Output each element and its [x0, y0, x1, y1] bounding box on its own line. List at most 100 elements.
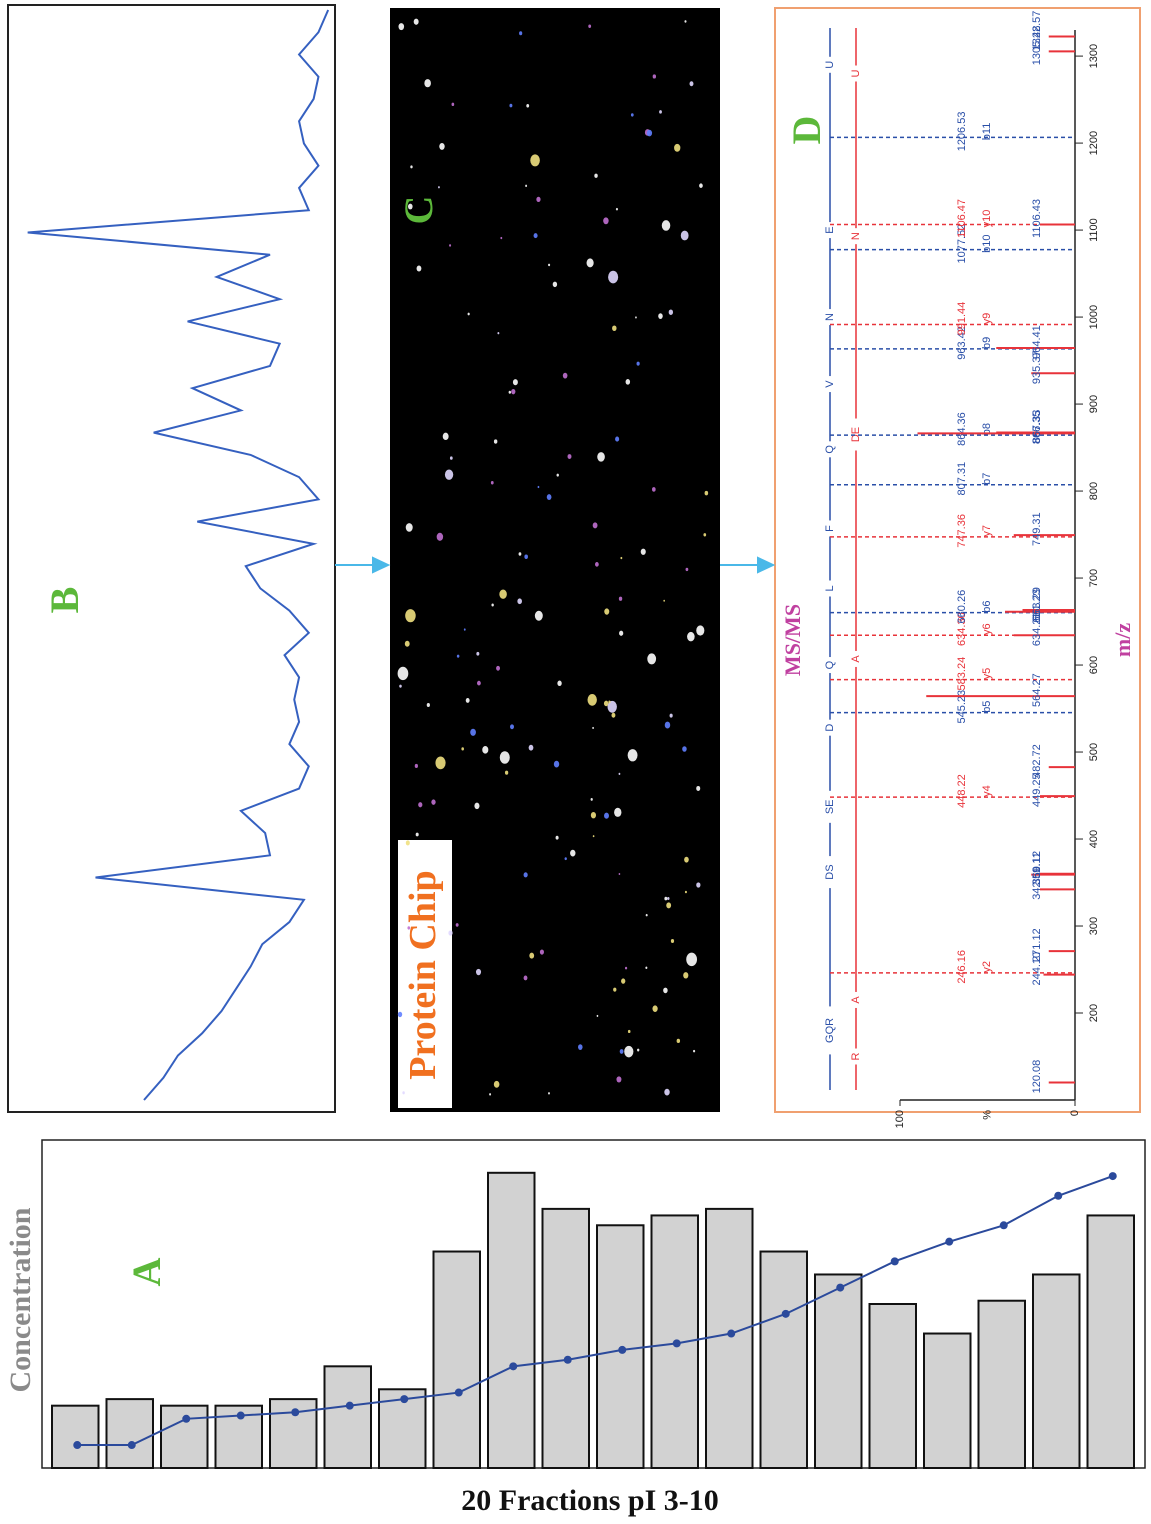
x-tick-label: 1100	[1088, 218, 1100, 242]
ladder-residue: Q	[824, 660, 836, 669]
ion-name: y2	[981, 961, 993, 973]
spot	[690, 81, 694, 86]
spot	[536, 197, 540, 202]
spot	[647, 653, 656, 664]
spot	[427, 703, 430, 707]
peak-label: 964.41	[1031, 325, 1043, 359]
peak-label: 1322.57	[1031, 11, 1043, 51]
x-tick-label: 800	[1088, 482, 1100, 500]
spot	[612, 325, 616, 331]
ladder-residue: F	[824, 525, 836, 532]
ladder-residue: DS	[824, 864, 836, 879]
spot	[653, 74, 656, 78]
spot	[637, 362, 640, 366]
ladder-residue: U	[850, 69, 862, 77]
ion-name: y10	[981, 210, 993, 228]
spot	[456, 923, 459, 927]
spot	[415, 764, 418, 768]
point	[455, 1389, 463, 1397]
spot	[631, 113, 634, 116]
spot	[652, 1005, 657, 1012]
x-tick-label: 600	[1088, 656, 1100, 674]
spot	[530, 154, 540, 166]
spot	[548, 1092, 550, 1094]
spot	[407, 926, 410, 929]
peak-label: 564.27	[1031, 673, 1043, 707]
ion-name: b9	[981, 337, 993, 349]
peak-label: 867.33	[1031, 410, 1043, 444]
spot	[476, 969, 481, 975]
spot	[625, 967, 627, 970]
spot	[534, 233, 538, 238]
spot	[500, 751, 510, 764]
spot	[535, 611, 543, 621]
spot	[399, 685, 402, 688]
spot	[470, 729, 476, 736]
spot	[669, 310, 673, 315]
spot	[619, 631, 623, 636]
point	[945, 1238, 953, 1246]
ladder-residue: R	[850, 1052, 862, 1060]
spot	[613, 988, 616, 992]
spot	[538, 486, 540, 488]
spot	[476, 652, 479, 656]
spot	[408, 204, 413, 210]
bar	[161, 1406, 208, 1468]
peak-label: 482.72	[1031, 744, 1043, 778]
ion-mz: 747.36	[956, 514, 968, 548]
spot	[517, 598, 522, 604]
spot	[591, 812, 596, 818]
y-axis-label: %	[981, 1110, 993, 1120]
spot	[593, 522, 598, 528]
spot	[418, 802, 422, 807]
spot	[666, 902, 671, 908]
spot	[435, 757, 445, 770]
spot	[505, 771, 508, 775]
spot	[628, 749, 638, 761]
ion-mz: 660.26	[956, 590, 968, 624]
spot	[685, 891, 687, 894]
spot	[519, 31, 522, 35]
spot	[611, 713, 615, 718]
ion-name: b7	[981, 473, 993, 485]
spot	[595, 562, 599, 567]
x-tick-label: 1300	[1088, 44, 1100, 68]
spot	[615, 437, 619, 442]
spot	[683, 972, 688, 978]
peak-label: 749.31	[1031, 512, 1043, 546]
ion-name: y6	[981, 623, 993, 635]
spot	[686, 568, 689, 571]
spot	[604, 608, 609, 614]
bar	[761, 1252, 808, 1468]
spot	[524, 554, 528, 558]
spot	[705, 491, 709, 495]
spot	[616, 1076, 621, 1082]
ladder-residue: E	[824, 226, 836, 233]
spot	[414, 19, 419, 25]
panel-c-caption: Protein Chip	[402, 870, 444, 1079]
spot	[424, 79, 431, 87]
panel-c-label: C	[396, 196, 441, 225]
ion-mz: 864.36	[956, 412, 968, 446]
point	[1054, 1192, 1062, 1200]
spot	[452, 103, 455, 106]
spot	[592, 727, 594, 729]
spot	[659, 110, 662, 114]
x-tick-label: 300	[1088, 917, 1100, 935]
spot	[621, 978, 625, 983]
point	[564, 1356, 572, 1364]
spot	[410, 165, 412, 168]
spot	[416, 833, 419, 837]
x-tick-label: 1200	[1088, 131, 1100, 155]
spot	[635, 316, 637, 318]
spot	[637, 1049, 639, 1052]
spot	[482, 746, 488, 754]
ladder-residue: L	[824, 585, 836, 591]
x-tick-label: 500	[1088, 743, 1100, 761]
spot	[664, 1089, 669, 1096]
bar	[706, 1209, 753, 1468]
spot	[670, 714, 673, 718]
spot	[402, 1091, 404, 1094]
spot	[696, 882, 700, 887]
spot	[608, 701, 610, 704]
